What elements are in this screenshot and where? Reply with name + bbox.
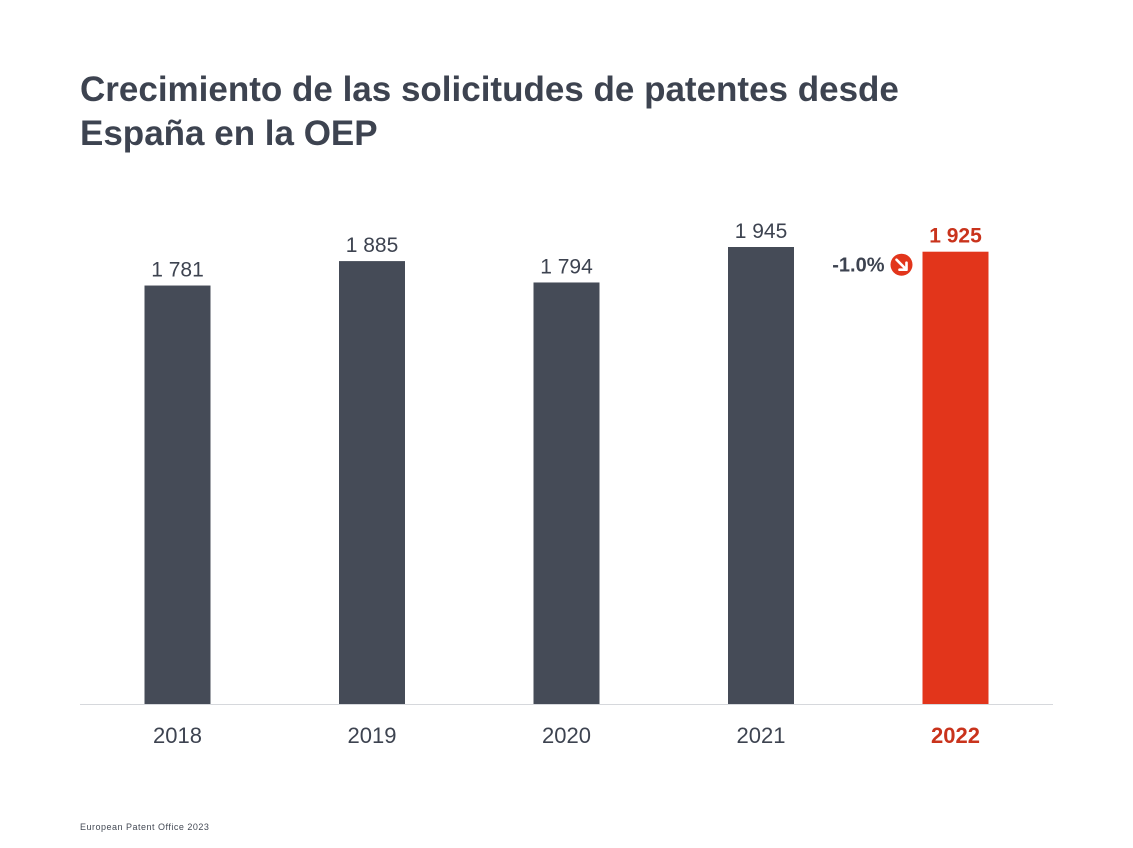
bar-2018 (144, 285, 211, 704)
bar-2022 (922, 251, 989, 705)
bar-2020 (533, 282, 600, 704)
chart-title: Crecimiento de las solicitudes de patent… (80, 68, 1060, 156)
x-tick-label-2019: 2019 (348, 723, 397, 748)
bar-2021 (728, 247, 794, 704)
value-label-2018: 1 781 (151, 259, 204, 282)
change-annotation: -1.0% (832, 255, 884, 277)
bar-2019 (339, 261, 405, 704)
x-tick-label-2018: 2018 (153, 723, 202, 748)
value-label-2020: 1 794 (540, 255, 593, 278)
x-tick-label-2022: 2022 (931, 723, 980, 748)
value-label-2021: 1 945 (735, 220, 788, 243)
value-label-2022: 1 925 (929, 225, 982, 248)
arrow-down-right-circle-icon (890, 253, 913, 276)
source-footer: European Patent Office 2023 (80, 822, 210, 832)
x-tick-label-2020: 2020 (542, 723, 591, 748)
chart-title-line-1: Crecimiento de las solicitudes de patent… (80, 70, 899, 109)
chart-title-line-2: España en la OEP (80, 114, 378, 153)
x-tick-label-2021: 2021 (737, 723, 786, 748)
value-label-2019: 1 885 (346, 234, 399, 257)
